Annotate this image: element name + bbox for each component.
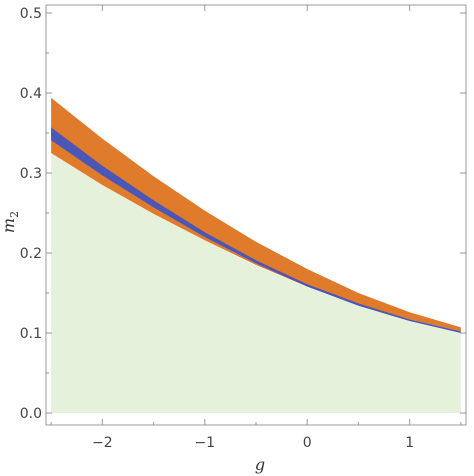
- x-axis-label: g: [255, 455, 265, 474]
- y-tick-label: 0.0: [20, 406, 42, 422]
- y-tick-label: 0.5: [20, 6, 42, 22]
- y-tick-label: 0.1: [20, 326, 42, 342]
- x-tick-label: −1: [194, 435, 215, 451]
- x-tick-label: −2: [92, 435, 113, 451]
- y-tick-label: 0.4: [20, 86, 42, 102]
- x-tick-label: 1: [405, 435, 414, 451]
- y-tick-label: 0.3: [20, 166, 42, 182]
- y-axis-label-main: m: [0, 218, 18, 233]
- x-ticks: −2 −1 0 1: [50, 5, 462, 451]
- y-ticks: 0.0 0.1 0.2 0.3 0.4 0.5: [20, 6, 466, 422]
- x-tick-label: 0: [303, 435, 312, 451]
- y-tick-label: 0.2: [20, 246, 42, 262]
- plot-fills: [51, 97, 461, 413]
- y-axis-label: m2: [0, 211, 21, 233]
- y-axis-label-sub: 2: [8, 211, 21, 218]
- series-0-fill-to-zero: [51, 153, 461, 413]
